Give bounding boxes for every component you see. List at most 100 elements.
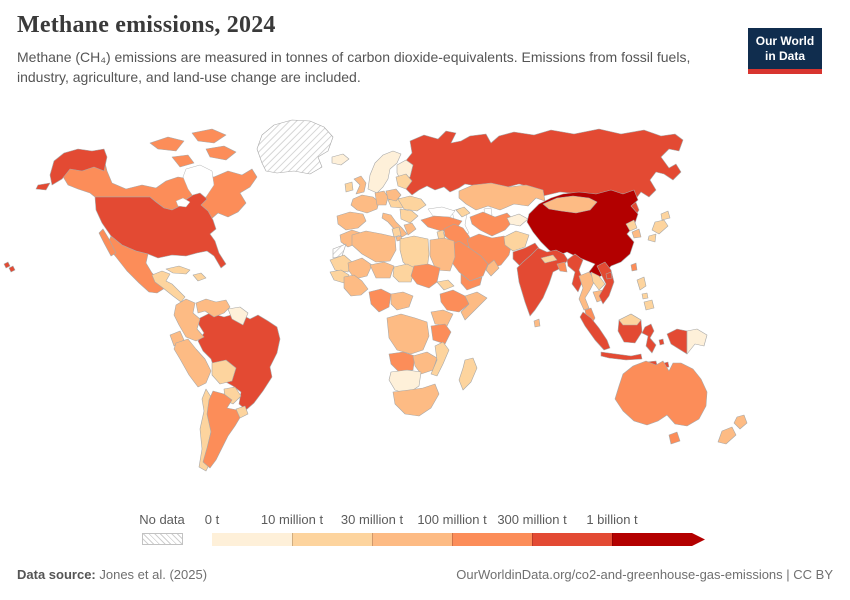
region-central-america[interactable] [151,270,186,303]
region-iberia[interactable] [336,211,367,231]
region-guyanas[interactable] [227,306,249,326]
country-nepal[interactable] [540,254,558,264]
country-mexico-baja[interactable] [98,228,117,257]
country-france[interactable] [350,194,380,214]
country-egypt[interactable] [429,237,456,272]
legend-tick-4: 300 million t [497,512,567,527]
country-nigeria[interactable] [368,288,392,313]
country-canada-arctic-3[interactable] [205,145,237,161]
country-saudi-arabia[interactable] [446,240,489,282]
data-source-label: Data source: [17,567,96,582]
island-java[interactable] [600,351,643,361]
country-australia[interactable] [614,360,708,427]
country-mongolia[interactable] [542,195,598,214]
legend-bin-2[interactable] [372,533,452,546]
island-borneo-malaysia[interactable] [618,313,642,326]
country-sri-lanka[interactable] [533,318,541,328]
country-somalia[interactable] [460,291,488,321]
country-south-africa[interactable] [392,383,440,417]
country-ethiopia[interactable] [439,289,470,313]
island-hainan[interactable] [605,271,613,280]
country-drc[interactable] [386,313,430,355]
legend-no-data-label: No data [139,512,185,527]
island-sumatra[interactable] [579,311,611,351]
owid-logo-box[interactable]: Our World in Data [748,28,822,74]
legend-bin-4[interactable] [532,533,612,546]
country-afghanistan[interactable] [503,230,530,252]
legend-bin-1[interactable] [292,533,372,546]
country-argentina[interactable] [202,390,242,469]
country-papua-new-guinea[interactable] [686,328,708,355]
country-oman[interactable] [485,259,500,277]
island-tasmania[interactable] [668,431,681,445]
country-iceland[interactable] [331,153,350,166]
world-map-container [0,113,850,505]
country-greenland[interactable] [256,119,334,175]
country-north-korea[interactable] [625,219,638,232]
country-canada-arctic-2[interactable] [191,128,227,144]
country-poland[interactable] [385,188,402,202]
region-eritrea[interactable] [436,279,455,291]
country-uk[interactable] [353,175,367,195]
country-greece[interactable] [403,222,417,236]
country-brazil[interactable] [197,312,281,411]
country-usa-hawaii[interactable] [3,261,16,273]
country-cuba[interactable] [165,265,191,275]
country-ireland[interactable] [344,181,354,193]
country-japan[interactable] [647,210,671,243]
region-balkans[interactable] [399,208,419,224]
country-india[interactable] [516,247,569,317]
country-angola[interactable] [388,351,416,373]
country-laos[interactable] [590,271,606,291]
country-philippines[interactable] [636,276,655,311]
country-yemen[interactable] [460,273,483,291]
country-madagascar[interactable] [458,357,478,391]
region-baltics-belarus[interactable] [395,173,413,190]
region-new-guinea-west[interactable] [666,328,688,355]
country-italy[interactable] [381,212,408,238]
country-colombia[interactable] [173,298,205,342]
island-maluku[interactable] [658,338,665,346]
region-scandinavia[interactable] [367,150,402,194]
country-chad[interactable] [392,263,416,283]
country-ecuador[interactable] [169,330,185,347]
country-uruguay[interactable] [235,405,249,419]
region-kyrgyzstan-tajikistan[interactable] [506,213,529,227]
country-south-korea[interactable] [631,228,642,239]
country-peru[interactable] [173,338,212,388]
country-alaska[interactable] [49,148,108,186]
region-kenya-uganda[interactable] [430,309,454,327]
country-tanzania[interactable] [430,323,452,345]
world-map [3,119,748,472]
country-niger[interactable] [369,261,395,279]
region-cameroon-car[interactable] [390,291,414,311]
legend-bin-5[interactable] [612,533,692,546]
legend-bin-3[interactable] [452,533,532,546]
region-west-africa-coast[interactable] [343,274,369,297]
country-myanmar[interactable] [566,253,584,293]
legend-no-data-swatch[interactable] [142,533,183,545]
country-canada-arctic-4[interactable] [171,154,195,168]
country-ukraine[interactable] [397,195,427,212]
country-canada-arctic-1[interactable] [149,136,185,152]
region-caucasus[interactable] [455,206,471,218]
country-mali[interactable] [347,257,373,280]
country-sudan[interactable] [410,263,441,289]
island-sulawesi[interactable] [641,323,657,354]
country-bolivia[interactable] [211,359,237,385]
island-hispaniola[interactable] [192,272,207,282]
legend-bin-0[interactable] [212,533,292,546]
island-taiwan[interactable] [630,262,638,272]
country-algeria[interactable] [351,230,397,263]
credit-link[interactable]: OurWorldinData.org/co2-and-greenhouse-ga… [456,567,833,582]
country-mozambique[interactable] [430,341,450,377]
country-new-zealand[interactable] [717,414,748,445]
country-tunisia[interactable] [391,226,402,238]
country-venezuela[interactable] [195,298,231,318]
page-title: Methane emissions, 2024 [17,12,276,38]
country-alaska-aleutians[interactable] [35,182,51,191]
region-uzbekistan-turkmenistan[interactable] [469,211,515,237]
country-bangladesh[interactable] [556,261,568,273]
country-kazakhstan[interactable] [458,182,546,211]
country-germany[interactable] [374,190,389,206]
